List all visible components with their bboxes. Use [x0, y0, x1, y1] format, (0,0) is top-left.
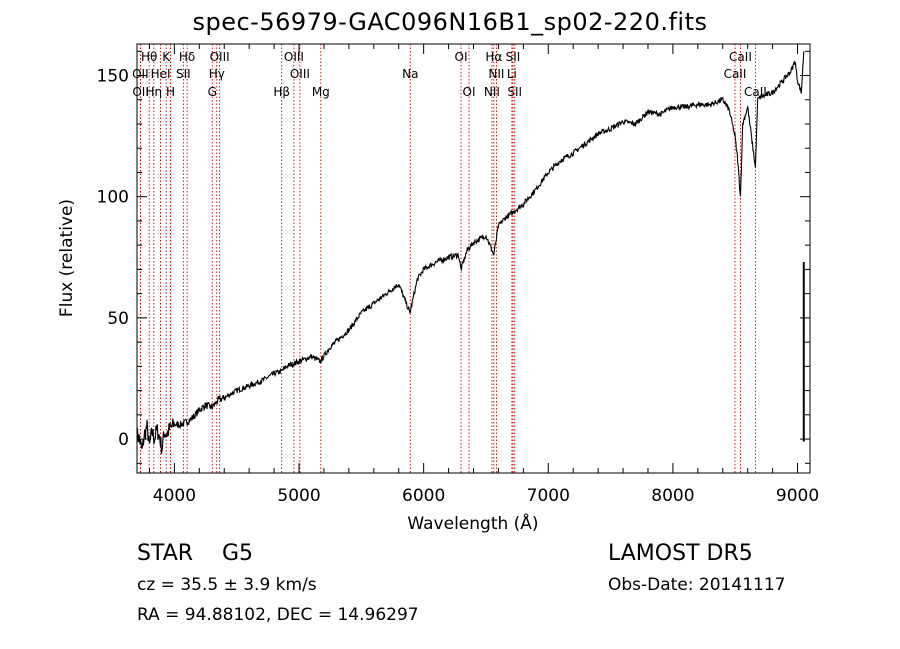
x-tick-label: 4000: [153, 486, 196, 506]
emission-line-markers: [139, 44, 805, 473]
y-tick-label: 0: [118, 430, 129, 450]
spectrum-line: [136, 51, 805, 454]
line-label: CaII: [724, 67, 747, 81]
line-label: K: [162, 50, 171, 64]
line-label: Na: [402, 67, 418, 81]
x-axis-label: Wavelength (Å): [407, 512, 538, 534]
y-tick-label: 50: [107, 309, 129, 329]
line-label: SII: [506, 50, 521, 64]
line-label: OII: [132, 85, 149, 99]
line-label: OIII: [290, 67, 310, 81]
line-label: HeI: [151, 67, 171, 81]
line-label: G: [208, 85, 217, 99]
line-label: Hδ: [179, 50, 195, 64]
line-label: Hθ: [141, 50, 157, 64]
line-label: OIII: [284, 50, 304, 64]
line-label: Mg: [312, 85, 330, 99]
plot-frame: [136, 43, 811, 474]
line-label: OIII: [210, 50, 230, 64]
line-label: H: [166, 85, 175, 99]
redshift-value: cz = 35.5 ± 3.9 km/s: [137, 575, 317, 595]
line-label: Hγ: [209, 67, 225, 81]
line-label: Hα: [485, 50, 502, 64]
x-tick-label: 6000: [402, 486, 445, 506]
line-label: OII: [132, 67, 149, 81]
line-label: Li: [507, 67, 517, 81]
line-label: CaII: [729, 50, 752, 64]
y-tick-label: 100: [97, 188, 129, 208]
line-label: NII: [488, 67, 504, 81]
line-label: SII: [507, 85, 522, 99]
line-label: CaII: [744, 85, 767, 99]
y-tick-label: 150: [97, 67, 129, 87]
x-tick-label: 5000: [277, 486, 320, 506]
x-tick-label: 9000: [776, 486, 819, 506]
x-tick-label: 8000: [651, 486, 694, 506]
line-label: Hβ: [273, 85, 290, 99]
x-tick-label: 7000: [527, 486, 570, 506]
object-subclass: G5: [222, 541, 254, 566]
line-label: NII: [484, 85, 500, 99]
observation-date: Obs-Date: 20141117: [608, 575, 786, 595]
line-label: OI: [455, 50, 468, 64]
line-label: SII: [176, 67, 191, 81]
line-label: Hη: [146, 85, 163, 99]
y-axis-label: Flux (relative): [57, 199, 77, 317]
chart-title: spec-56979-GAC096N16B1_sp02-220.fits: [192, 8, 708, 36]
coordinates: RA = 94.88102, DEC = 14.96297: [137, 605, 419, 625]
emission-line-labels: Hθ K Hδ OIII OIII OI Hα SII CaII OII HeI SII Hγ OIII N…: [132, 50, 767, 99]
axis-ticks: 4000 5000 6000 7000 8000 9000 0 50 100 150: [97, 44, 819, 506]
survey-name: LAMOST DR5: [608, 541, 753, 566]
line-label: OI: [463, 85, 476, 99]
object-class: STAR: [137, 541, 194, 566]
